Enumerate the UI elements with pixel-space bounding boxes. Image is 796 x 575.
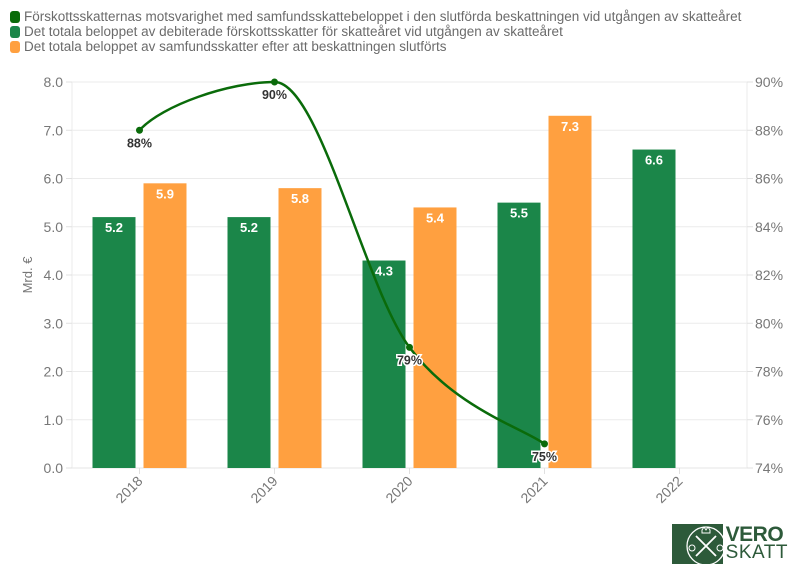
bar-label: 7.3 [561,119,579,134]
bar [362,260,406,468]
y2-tick-label: 88% [755,122,783,138]
x-tick-label: 2020 [382,473,415,506]
ratio-label: 88% [127,136,152,150]
x-axis: 2018 2019 2020 2021 2022 [112,468,686,506]
ratio-point [271,78,278,86]
legend-label-corporate-tax: Det totala beloppet av samfundsskatter e… [24,39,447,54]
y2-tick-label: 80% [755,315,783,331]
logo-emblem-icon [672,524,723,564]
bar [92,217,136,468]
ratio-label: 79% [397,353,422,367]
ratio-label: 75% [532,450,557,464]
y-tick-label: 2.0 [44,364,64,380]
bar-label: 5.8 [291,191,309,206]
y2-tick-label: 86% [755,171,783,187]
bars: 5.2 5.2 4.3 5.5 6.6 5.9 5.8 5.4 7.3 [92,115,676,469]
logo-text-vero: VERO [725,523,784,546]
bar-label: 5.2 [240,220,258,235]
ratio-point [136,126,143,134]
y-axis-left: 0.0 1.0 2.0 3.0 4.0 5.0 6.0 7.0 8.0 [44,74,72,476]
y-tick-label: 0.0 [44,460,64,476]
bar-label: 6.6 [645,153,663,168]
y-tick-label: 6.0 [44,171,64,187]
bar-label: 4.3 [375,264,393,279]
legend-item-ratio[interactable]: Förskottsskatternas motsvarighet med sam… [10,9,741,24]
legend-label-prepayments: Det totala beloppet av debiterade försko… [24,24,563,39]
y2-tick-label: 90% [755,74,783,90]
y-tick-label: 3.0 [44,315,64,331]
legend-swatch-ratio [10,10,20,23]
bar [632,149,676,469]
ratio-point [406,343,413,351]
logo-text-skatt: SKATT [725,542,788,563]
y-tick-label: 4.0 [44,267,64,283]
y2-tick-label: 74% [755,460,783,476]
y-tick-label: 5.0 [44,219,64,235]
y-axis-title: Mrd. € [20,256,35,294]
y-tick-label: 8.0 [44,74,64,90]
y-tick-label: 1.0 [44,412,64,428]
y2-tick-label: 82% [755,267,783,283]
bar [497,202,541,468]
x-tick-label: 2019 [247,473,280,506]
vero-skatt-logo: VERO SKATT [672,524,788,564]
x-tick-label: 2021 [517,473,550,506]
legend-item-prepayments[interactable]: Det totala beloppet av debiterade försko… [10,24,741,39]
bar-label: 5.4 [426,210,445,225]
y2-tick-label: 84% [755,219,783,235]
ratio-line: 88% 90% 79% 75% [127,78,559,465]
bar-label: 5.5 [510,206,528,221]
bar [227,217,271,468]
y-tick-label: 7.0 [44,122,64,138]
legend-swatch-prepayments [10,25,20,38]
bar [143,183,187,468]
bar [413,207,457,468]
x-tick-label: 2022 [652,473,685,506]
legend-item-corporate-tax[interactable]: Det totala beloppet av samfundsskatter e… [10,39,741,54]
ratio-label: 90% [262,88,287,102]
y-axis-right: 74% 76% 78% 80% 82% 84% 86% 88% 90% [747,74,783,476]
bar-label: 5.2 [105,220,123,235]
chart-plot: 0.0 1.0 2.0 3.0 4.0 5.0 6.0 7.0 8.0 74% 76% 78% 80%… [20,74,783,506]
bar [548,115,592,469]
y2-tick-label: 76% [755,412,783,428]
bar-label: 5.9 [156,186,174,201]
legend-label-ratio: Förskottsskatternas motsvarighet med sam… [24,9,742,24]
ratio-line-path [138,80,546,445]
ratio-point [541,440,548,448]
y2-tick-label: 78% [755,364,783,380]
legend-swatch-corporate-tax [10,40,20,53]
legend: Förskottsskatternas motsvarighet med sam… [10,9,741,54]
bar [278,188,322,468]
x-tick-label: 2018 [112,473,145,506]
